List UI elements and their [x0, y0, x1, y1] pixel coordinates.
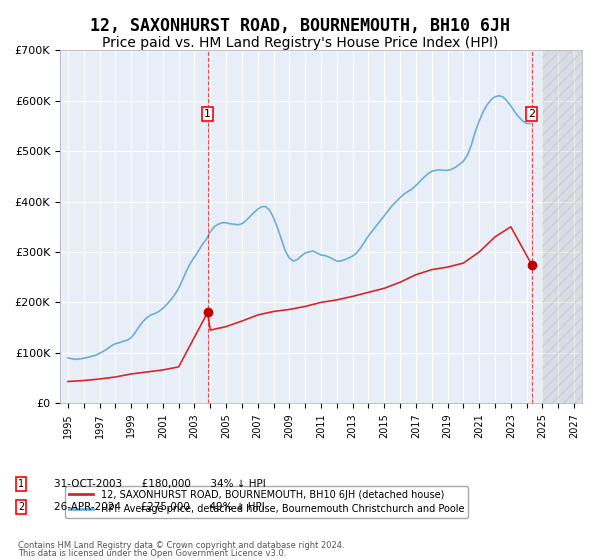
- Text: 2: 2: [528, 109, 535, 119]
- Text: Contains HM Land Registry data © Crown copyright and database right 2024.: Contains HM Land Registry data © Crown c…: [18, 541, 344, 550]
- Text: 1: 1: [204, 109, 211, 119]
- Text: This data is licensed under the Open Government Licence v3.0.: This data is licensed under the Open Gov…: [18, 549, 286, 558]
- Legend: 12, SAXONHURST ROAD, BOURNEMOUTH, BH10 6JH (detached house), HPI: Average price,: 12, SAXONHURST ROAD, BOURNEMOUTH, BH10 6…: [65, 486, 468, 519]
- Text: 26-APR-2024      £275,000      49% ↓ HPI: 26-APR-2024 £275,000 49% ↓ HPI: [54, 502, 265, 512]
- Text: 31-OCT-2003      £180,000      34% ↓ HPI: 31-OCT-2003 £180,000 34% ↓ HPI: [54, 479, 266, 489]
- Text: 2: 2: [18, 502, 24, 512]
- Text: 1: 1: [18, 479, 24, 489]
- Bar: [542, 50, 582, 403]
- Text: Price paid vs. HM Land Registry's House Price Index (HPI): Price paid vs. HM Land Registry's House …: [102, 36, 498, 50]
- Text: 12, SAXONHURST ROAD, BOURNEMOUTH, BH10 6JH: 12, SAXONHURST ROAD, BOURNEMOUTH, BH10 6…: [90, 17, 510, 35]
